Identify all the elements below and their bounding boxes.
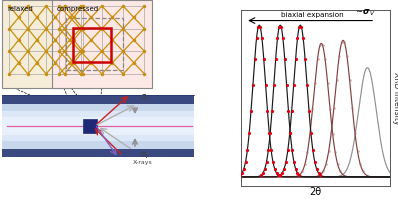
Text: $\sigma_V$: $\sigma_V$ (140, 92, 150, 103)
Bar (2, 117, 194, 135)
Text: compressed: compressed (57, 6, 99, 12)
Text: biaxial expansion: biaxial expansion (281, 12, 344, 18)
Bar (84, 119, 96, 133)
Text: relaxed: relaxed (7, 6, 33, 12)
Bar (2, 0, 90, 88)
Text: $\sigma_V$: $\sigma_V$ (140, 151, 150, 161)
Bar (66, 18, 123, 70)
Bar (2, 149, 194, 157)
Text: X-rays: X-rays (133, 160, 152, 165)
Bar (2, 96, 194, 156)
Bar (52, 0, 152, 88)
Bar (2, 95, 194, 104)
Y-axis label: XRD Intensity: XRD Intensity (392, 72, 398, 124)
Bar (73, 28, 111, 62)
Bar (2, 111, 194, 141)
Text: $\sim\!\boldsymbol{\sigma}_V$: $\sim\!\boldsymbol{\sigma}_V$ (354, 7, 376, 18)
X-axis label: 2θ: 2θ (309, 187, 322, 197)
